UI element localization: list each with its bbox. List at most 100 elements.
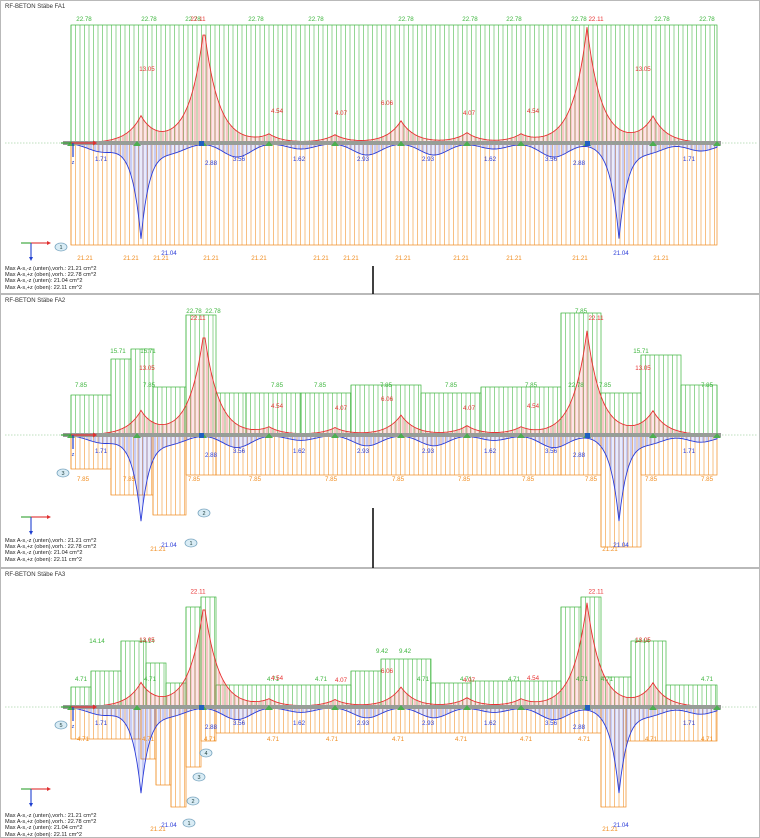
bottom-reinforcement-label: 4.71 <box>392 736 405 743</box>
support-icon <box>713 433 721 438</box>
support-icon <box>331 433 339 438</box>
top-reinforcement-label: 4.71 <box>576 676 589 683</box>
moment-min-label: 21.04 <box>613 542 629 549</box>
bottom-reinforcement-label: 4.71 <box>204 736 217 743</box>
legend-line: Max A-s,-z (unten),vorh.: 21.21 cm^2 <box>5 266 97 272</box>
legend-line: Max A-s,-z (unten): 21.04 cm^2 <box>5 825 83 832</box>
section-marker-label: 5 <box>59 723 62 729</box>
support-icon <box>265 705 273 710</box>
section-marker-bubble <box>192 772 206 782</box>
moment-min-label: 21.04 <box>613 822 629 829</box>
moment-positive-label: 4.54 <box>271 108 284 115</box>
top-reinforcement-label: 22.78 <box>248 16 264 23</box>
bottom-reinforcement-label: 21.21 <box>150 546 166 553</box>
node-marker <box>585 705 590 710</box>
moment-negative-label: 3.56 <box>545 156 558 163</box>
moment-negative-label: 3.56 <box>233 448 246 455</box>
coordinate-axes-icon <box>21 515 51 535</box>
bottom-reinforcement-label: 21.21 <box>203 255 219 262</box>
bottom-reinforcement-group <box>70 434 718 548</box>
moment-negative-label: 2.93 <box>357 156 370 163</box>
bottom-reinforcement-block <box>170 706 187 808</box>
moment-negative-label: 1.71 <box>95 156 108 163</box>
top-reinforcement-label: 22.78 <box>205 308 221 315</box>
bottom-reinforcement-label: 7.85 <box>249 476 262 483</box>
moment-positive-label: 4.54 <box>271 675 284 682</box>
bottom-reinforcement-block <box>215 434 562 476</box>
legend-line: Max A-s,+z (oben): 22.11 cm^2 <box>5 284 82 291</box>
bottom-reinforcement-label: 21.21 <box>572 255 588 262</box>
section-marker-bubble <box>182 818 196 828</box>
legend-line: Max A-s,-z (unten),vorh.: 21.21 cm^2 <box>5 813 97 819</box>
support-icon <box>331 705 339 710</box>
axis-x-arrow-icon <box>47 241 51 245</box>
bottom-reinforcement-label: 4.71 <box>326 736 339 743</box>
moment-min-label: 21.04 <box>161 542 177 549</box>
legend-line: Max A-s,-z (unten): 21.04 cm^2 <box>5 550 83 557</box>
moment-positive-label: 13.05 <box>139 637 155 644</box>
support-icon <box>517 433 525 438</box>
support-icon <box>133 141 141 146</box>
node-marker <box>585 141 590 146</box>
support-icon <box>517 141 525 146</box>
moment-positive-label: 22.11 <box>190 315 206 322</box>
moment-negative-curve <box>70 706 718 794</box>
legend-line: Max A-s,+z (oben),vorh.: 22.78 cm^2 <box>5 819 97 826</box>
moment-negative-label: 3.56 <box>233 156 246 163</box>
coordinate-axes-icon <box>21 241 51 261</box>
bottom-reinforcement-label: 21.21 <box>313 255 329 262</box>
bottom-reinforcement-label: 4.71 <box>142 736 155 743</box>
moment-negative-label: 1.62 <box>293 448 306 455</box>
moment-positive-label: 4.54 <box>271 403 284 410</box>
section-marker-bubble <box>184 538 198 548</box>
moment-negative-label: 2.88 <box>205 160 218 167</box>
top-reinforcement-label: 7.85 <box>525 382 538 389</box>
top-reinforcement-label: 4.71 <box>75 676 88 683</box>
section-marker-bubble <box>56 468 70 478</box>
moment-negative-label: 1.71 <box>683 720 696 727</box>
top-reinforcement-block <box>70 394 112 436</box>
moment-min-label: 21.04 <box>161 250 177 257</box>
moment-negative-label: 2.93 <box>422 448 435 455</box>
moment-positive-label: 22.11 <box>190 16 206 23</box>
axis-x-arrow-icon <box>47 515 51 519</box>
bottom-reinforcement-label: 21.21 <box>395 255 411 262</box>
top-reinforcement-label: 22.78 <box>571 16 587 23</box>
bottom-reinforcement-label: 21.21 <box>602 826 618 833</box>
moment-negative-label: 2.93 <box>357 720 370 727</box>
top-reinforcement-label: 7.85 <box>271 382 284 389</box>
section-marker-label: 2 <box>191 799 194 805</box>
support-icon <box>133 705 141 710</box>
moment-positive-label: 13.05 <box>635 365 651 372</box>
bottom-reinforcement-label: 4.71 <box>645 736 658 743</box>
bottom-reinforcement-label: 21.21 <box>251 255 267 262</box>
section-marker-icon: 1 <box>184 538 198 548</box>
support-icon <box>649 433 657 438</box>
bottom-reinforcement-block <box>185 706 202 768</box>
section-marker-bubble <box>197 508 211 518</box>
axis-z-arrow-icon <box>29 257 33 261</box>
local-z-label: z <box>72 160 75 166</box>
support-icon <box>649 141 657 146</box>
bottom-reinforcement-label: 7.85 <box>701 476 714 483</box>
section-marker-label: 3 <box>61 471 64 477</box>
moment-negative-label: 2.93 <box>422 720 435 727</box>
node-marker <box>585 433 590 438</box>
moment-negative-label: 2.88 <box>573 724 586 731</box>
moment-positive-label: 4.07 <box>463 405 476 412</box>
moment-min-label: 21.04 <box>161 822 177 829</box>
support-icon <box>713 141 721 146</box>
top-reinforcement-label: 4.71 <box>508 676 521 683</box>
top-reinforcement-label: 22.78 <box>506 16 522 23</box>
moment-positive-label: 6.06 <box>381 100 394 107</box>
local-x-axis-icon <box>93 140 97 146</box>
legend-line: Max A-s,+z (oben),vorh.: 22.78 cm^2 <box>5 544 97 551</box>
section-marker-label: 1 <box>187 821 190 827</box>
node-marker <box>199 433 204 438</box>
moment-negative-label: 2.88 <box>205 452 218 459</box>
moment-negative-label: 1.62 <box>484 156 497 163</box>
moment-negative-label: 2.93 <box>357 448 370 455</box>
section-marker-icon: 3 <box>192 772 206 782</box>
top-reinforcement-block <box>110 358 132 436</box>
moment-negative-label: 1.62 <box>484 448 497 455</box>
